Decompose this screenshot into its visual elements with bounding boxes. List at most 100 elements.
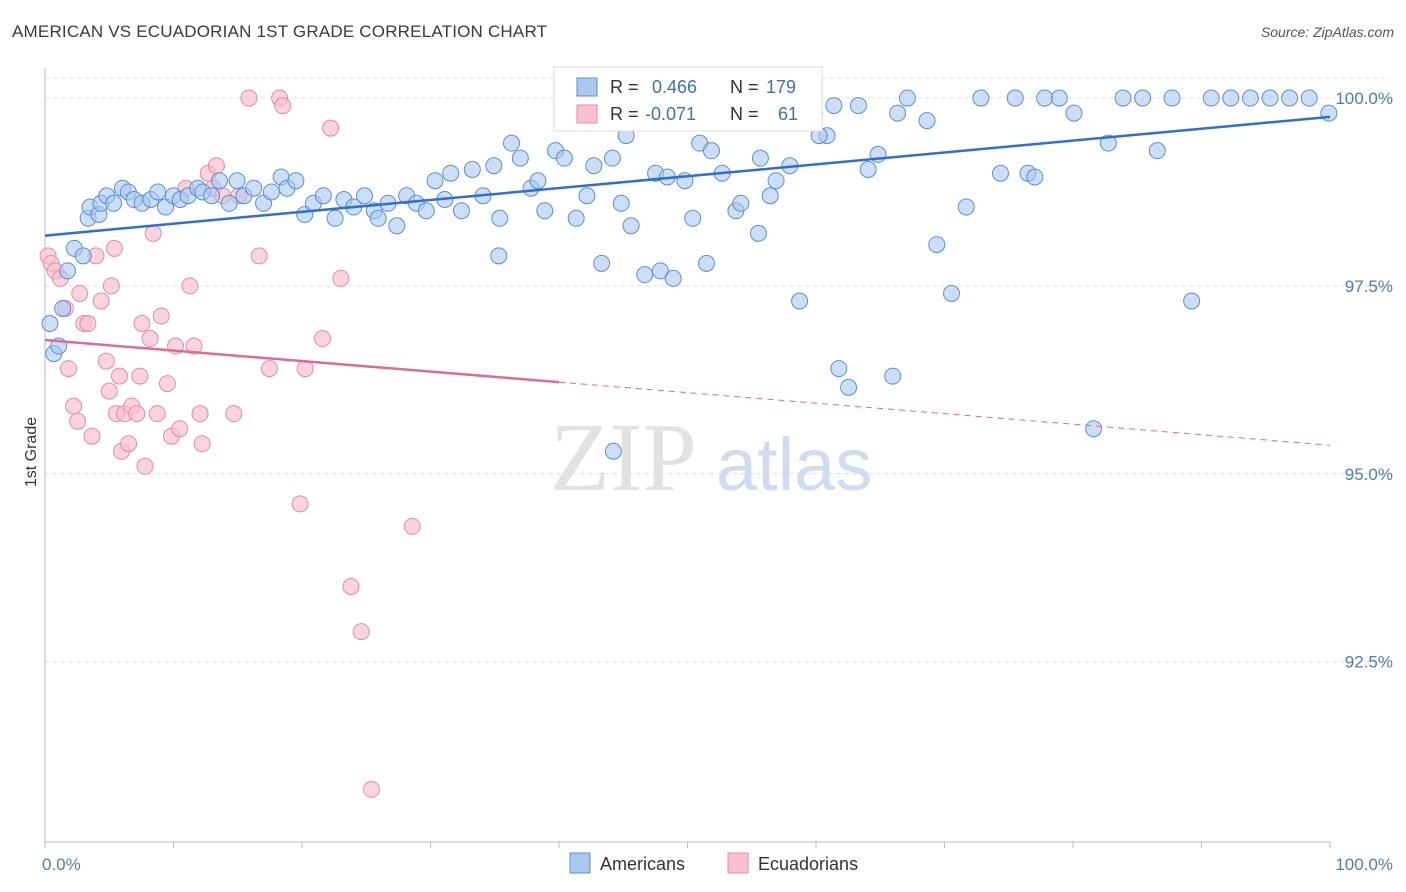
americans-n-label: N = [730, 77, 759, 97]
americans-point [287, 172, 305, 190]
ecuadorians-point [83, 427, 101, 445]
ecuadorians-point [105, 239, 123, 257]
americans-point [859, 160, 877, 178]
americans-point [1148, 142, 1166, 160]
americans-point [585, 157, 603, 175]
americans-point [59, 262, 77, 280]
americans-point [751, 149, 769, 167]
ecuadorians-point [131, 367, 149, 385]
americans-point [463, 160, 481, 178]
ecuadorians-point [260, 360, 278, 378]
americans-point [536, 202, 554, 220]
ecuadorians-point [225, 405, 243, 423]
axes [44, 68, 1331, 848]
americans-point [698, 254, 715, 272]
ecuadorians-point [102, 277, 120, 295]
americans-point [791, 292, 809, 310]
ecuadorians-point [79, 314, 97, 332]
y-tick-label: 100.0% [1335, 89, 1393, 108]
americans-point [1163, 89, 1181, 107]
ecuadorians-point [313, 330, 331, 348]
americans-point [1099, 134, 1117, 152]
ecuadorians-r-label: R = [610, 104, 639, 124]
americans-point [1281, 89, 1299, 107]
ecuadorians-point [133, 314, 151, 332]
americans-point [1114, 89, 1132, 107]
ecuadorians-point [59, 360, 77, 378]
americans-point [767, 172, 785, 190]
legend-ecuadorians-swatch [727, 852, 749, 874]
ecuadorians-point [148, 405, 166, 423]
americans-trendline [44, 115, 1331, 237]
y-axis-title: 1st Grade [23, 417, 40, 487]
americans-point [664, 269, 682, 287]
americans-point [555, 149, 573, 167]
ecuadorians-point [352, 623, 370, 641]
ecuadorians-point [110, 367, 128, 385]
americans-r-value: 0.466 [652, 77, 697, 97]
ecuadorians-point [332, 269, 350, 287]
americans-point [485, 157, 503, 175]
americans-point [1261, 89, 1279, 107]
americans-point [593, 254, 611, 272]
americans-point [1036, 89, 1054, 107]
ecuadorians-point [69, 412, 87, 430]
americans-point [603, 149, 621, 167]
americans-point [442, 164, 460, 182]
ecuadorians-point [144, 224, 162, 242]
ecuadorians-point [120, 435, 138, 453]
ecuadorians-point [362, 780, 380, 798]
x-tick-label: 100.0% [1335, 855, 1393, 874]
americans-point [918, 112, 936, 130]
americans-point [1134, 89, 1152, 107]
americans-point [1026, 168, 1044, 186]
x-tick-label: 0.0% [42, 855, 81, 874]
ecuadorians-point [207, 157, 225, 175]
chart-title: AMERICAN VS ECUADORIAN 1ST GRADE CORRELA… [12, 22, 548, 41]
americans-point [604, 442, 622, 460]
americans-point [105, 194, 123, 212]
grid-lines [45, 77, 1390, 663]
americans-point [355, 187, 373, 205]
ecuadorians-point [128, 405, 146, 423]
ecuadorians-point [71, 284, 89, 302]
ecuadorians-point [181, 277, 199, 295]
ecuadorians-trendline [44, 338, 560, 384]
americans-n-value: 179 [766, 77, 796, 97]
ecuadorians-point [342, 578, 360, 596]
americans-point [972, 89, 990, 107]
ecuadorians-n-value: 61 [778, 104, 798, 124]
americans-point [636, 266, 654, 284]
americans-point [417, 202, 435, 220]
americans-point [732, 194, 750, 212]
source-credit: Source: ZipAtlas.com [1260, 24, 1394, 40]
americans-point [426, 172, 444, 190]
americans-point [943, 284, 960, 302]
americans-point [54, 299, 72, 317]
americans-r-label: R = [610, 77, 639, 97]
legend-americans-label: Americans [600, 854, 685, 874]
americans-point [1241, 89, 1259, 107]
americans-point [578, 187, 596, 205]
legend-americans-swatch [569, 852, 591, 874]
ecuadorians-point [158, 375, 176, 393]
americans-point [149, 183, 167, 201]
ecuadorians-point [193, 435, 211, 453]
ecuadorians-point [92, 292, 110, 310]
americans-point [1050, 89, 1068, 107]
americans-point [203, 187, 221, 205]
ecuadorians-point [141, 330, 159, 348]
ecuadorians-point [403, 517, 421, 535]
americans-points [41, 89, 1338, 460]
y-tick-label: 92.5% [1345, 653, 1393, 672]
americans-point [220, 194, 238, 212]
americans-point [651, 262, 669, 280]
trendlines [44, 115, 1331, 446]
americans-point [1300, 89, 1318, 107]
ecuadorians-trendline-dashed [558, 381, 1331, 446]
americans-point [957, 198, 975, 216]
americans-swatch [576, 77, 598, 97]
americans-point [41, 314, 59, 332]
americans-point [502, 134, 520, 152]
